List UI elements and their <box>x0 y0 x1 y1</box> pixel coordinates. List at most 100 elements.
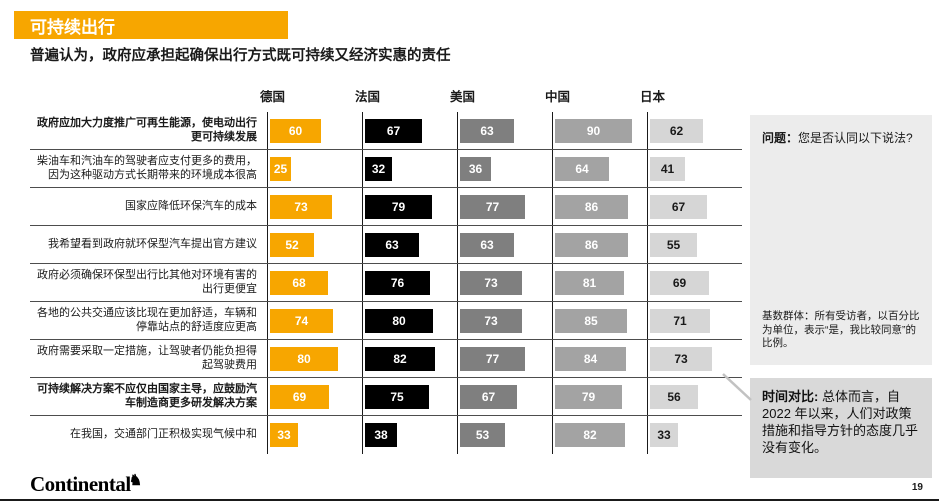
chart-cell: 90 <box>552 112 647 149</box>
row-label: 政府应加大力度推广可再生能源，使电动出行更可持续发展 <box>37 116 257 143</box>
chart-bar: 63 <box>460 232 514 257</box>
chart-cell: 56 <box>647 378 742 415</box>
chart-bar: 86 <box>555 194 628 219</box>
page-number: 19 <box>911 482 923 493</box>
page-title-text: 可持续出行 <box>30 17 115 37</box>
chart-row: 政府需要采取一定措施，让驾驶者仍能负担得起驾驶费用 80 82 77 84 73 <box>30 340 742 378</box>
chart-cell: 73 <box>457 264 552 301</box>
chart-bar: 69 <box>270 384 329 409</box>
chart-cell: 84 <box>552 340 647 377</box>
question-text: 您是否认同以下说法? <box>798 131 913 145</box>
column-header-3: 中国 <box>545 90 571 104</box>
row-label: 各地的公共交通应该比现在更加舒适，车辆和停靠站点的舒适度应更高 <box>37 306 257 333</box>
chart-cell: 79 <box>362 188 457 225</box>
chart-cell: 71 <box>647 302 742 339</box>
chart-bar: 77 <box>460 346 525 371</box>
row-label: 政府需要采取一定措施，让驾驶者仍能负担得起驾驶费用 <box>37 344 257 371</box>
chart-cell: 63 <box>457 112 552 149</box>
time-comparison-label: 时间对比: <box>762 389 819 404</box>
chart-rows: 政府应加大力度推广可再生能源，使电动出行更可持续发展 60 67 63 90 62 柴油车和… <box>30 112 742 454</box>
chart-bar: 86 <box>555 232 628 257</box>
chart-bar: 32 <box>365 156 392 181</box>
chart-cell: 82 <box>552 416 647 454</box>
chart-cell: 79 <box>552 378 647 415</box>
chart-bar: 53 <box>460 423 505 447</box>
chart-cell: 81 <box>552 264 647 301</box>
chart-cell: 67 <box>362 112 457 149</box>
chart-cell: 76 <box>362 264 457 301</box>
chart-bar: 56 <box>650 384 698 409</box>
chart-bar: 80 <box>365 308 433 333</box>
chart-row: 我希望看到政府就环保型汽车提出官方建议 52 63 63 86 55 <box>30 226 742 264</box>
row-label: 在我国，交通部门正积极实现气候中和 <box>70 428 257 441</box>
page-subtitle: 普遍认为，政府应承担起确保出行方式既可持续又经济实惠的责任 <box>30 48 451 64</box>
chart-cell: 73 <box>457 302 552 339</box>
chart-row: 各地的公共交通应该比现在更加舒适，车辆和停靠站点的舒适度应更高 74 80 73 85 7… <box>30 302 742 340</box>
chart-cell: 86 <box>552 226 647 263</box>
chart-cell: 60 <box>267 112 362 149</box>
continental-logo-text: Continental <box>30 472 131 496</box>
chart-cell: 53 <box>457 416 552 454</box>
row-label: 柴油车和汽油车的驾驶者应支付更多的费用，因为这种驱动方式长期带来的环境成本很高 <box>37 154 257 181</box>
chart-bar: 36 <box>460 156 491 181</box>
chart-bar: 84 <box>555 346 626 371</box>
chart-cell: 73 <box>267 188 362 225</box>
chart-bar: 67 <box>460 384 517 409</box>
chart-bar: 41 <box>650 156 685 181</box>
chart-bar: 74 <box>270 308 333 333</box>
chart-bar: 38 <box>365 423 397 447</box>
question-label: 问题： <box>762 131 799 145</box>
chart-bar: 79 <box>365 194 432 219</box>
chart-bar: 55 <box>650 232 697 257</box>
chart-cell: 38 <box>362 416 457 454</box>
chart-bar: 68 <box>270 270 328 295</box>
chart-cell: 68 <box>267 264 362 301</box>
chart-bar: 77 <box>460 194 525 219</box>
chart-bar: 33 <box>270 423 298 447</box>
chart-bar: 67 <box>650 194 707 219</box>
chart-bar: 52 <box>270 232 314 257</box>
chart-row: 国家应降低环保汽车的成本 73 79 77 86 67 <box>30 188 742 226</box>
chart-bar: 80 <box>270 346 338 371</box>
chart-cell: 67 <box>457 378 552 415</box>
chart-bar: 75 <box>365 384 429 409</box>
chart-bar: 76 <box>365 270 430 295</box>
chart-cell: 63 <box>362 226 457 263</box>
page-title: 可持续出行 <box>14 11 288 39</box>
chart-cell: 69 <box>267 378 362 415</box>
chart-cell: 77 <box>457 340 552 377</box>
footer-rule <box>0 499 939 501</box>
chart-cell: 33 <box>647 416 742 454</box>
row-label: 我希望看到政府就环保型汽车提出官方建议 <box>48 237 257 250</box>
chart-cell: 77 <box>457 188 552 225</box>
chart-cell: 82 <box>362 340 457 377</box>
chart-bar: 73 <box>460 270 522 295</box>
continental-logo: Continental♞ <box>30 471 142 497</box>
chart-bar: 63 <box>460 118 514 143</box>
time-comparison-text: 总体而言，自 2022 年以来，人们对政策措施和指导方针的态度几乎没有变化。 <box>762 389 919 456</box>
chart-cell: 75 <box>362 378 457 415</box>
chart-bar: 69 <box>650 270 709 295</box>
chart-bar: 90 <box>555 118 632 143</box>
column-header-2: 美国 <box>450 90 476 104</box>
chart-bar: 85 <box>555 308 627 333</box>
row-label: 政府必须确保环保型出行比其他对环境有害的出行更便宜 <box>37 268 257 295</box>
chart-row: 政府必须确保环保型出行比其他对环境有害的出行更便宜 68 76 73 81 69 <box>30 264 742 302</box>
chart-bar: 67 <box>365 118 422 143</box>
chart-cell: 74 <box>267 302 362 339</box>
chart-cell: 32 <box>362 150 457 187</box>
chart-cell: 69 <box>647 264 742 301</box>
chart-bar: 73 <box>460 308 522 333</box>
row-label: 可持续解决方案不应仅由国家主导，应鼓励汽车制造商更多研发解决方案 <box>37 382 257 409</box>
chart-cell: 86 <box>552 188 647 225</box>
time-comparison-callout: 时间对比: 总体而言，自 2022 年以来，人们对政策措施和指导方针的态度几乎没… <box>722 373 932 478</box>
column-header-4: 日本 <box>640 90 666 104</box>
chart-bar: 79 <box>555 384 622 409</box>
chart-cell: 25 <box>267 150 362 187</box>
chart-cell: 73 <box>647 340 742 377</box>
question-panel: 问题：您是否认同以下说法? 基数群体：所有受访者，以百分比为单位，表示“是，我比… <box>750 115 932 365</box>
chart-bar: 82 <box>555 423 625 447</box>
chart-bar: 60 <box>270 118 321 143</box>
chart-cell: 67 <box>647 188 742 225</box>
chart-cell: 62 <box>647 112 742 149</box>
